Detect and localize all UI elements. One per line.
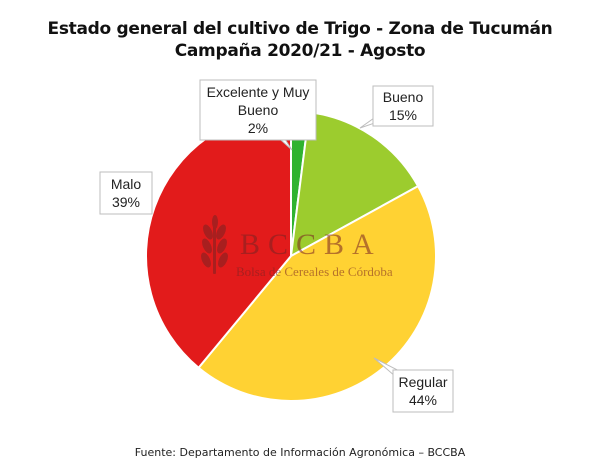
- watermark-brand: BCCBA: [240, 228, 382, 261]
- slice-category-label: Malo: [111, 176, 142, 192]
- slice-category-label: Bueno: [238, 102, 279, 118]
- slice-value-label: 44%: [409, 392, 437, 408]
- slice-label: Malo 39%: [99, 171, 153, 215]
- pie-slice: [289, 111, 420, 258]
- slice-label: Bueno 15%: [359, 85, 434, 129]
- slice-category-label: Excelente y Muy: [207, 84, 310, 100]
- slice-value-label: 15%: [389, 107, 417, 123]
- slice-callouts: Excelente y Muy Bueno 2% Bueno 15% Regular 44%…: [99, 79, 454, 413]
- slice-value-label: 2%: [248, 120, 268, 136]
- slice-category-label: Regular: [398, 374, 447, 390]
- watermark-logo: BCCBA Bolsa de Cereales de Córdoba: [201, 215, 393, 279]
- watermark-subtitle: Bolsa de Cereales de Córdoba: [236, 264, 393, 279]
- chart-title: Estado general del cultivo de Trigo - Zo…: [47, 19, 553, 39]
- wheat-icon: [201, 215, 228, 274]
- slice-value-label: 39%: [112, 194, 140, 210]
- chart-subtitle: Campaña 2020/21 - Agosto: [174, 41, 426, 61]
- pie-slice: [197, 184, 437, 402]
- slice-category-label: Bueno: [383, 89, 424, 105]
- source-note: Fuente: Departamento de Información Agro…: [134, 446, 466, 459]
- slice-label: Excelente y Muy Bueno 2%: [199, 79, 317, 151]
- slice-label: Regular 44%: [373, 357, 454, 413]
